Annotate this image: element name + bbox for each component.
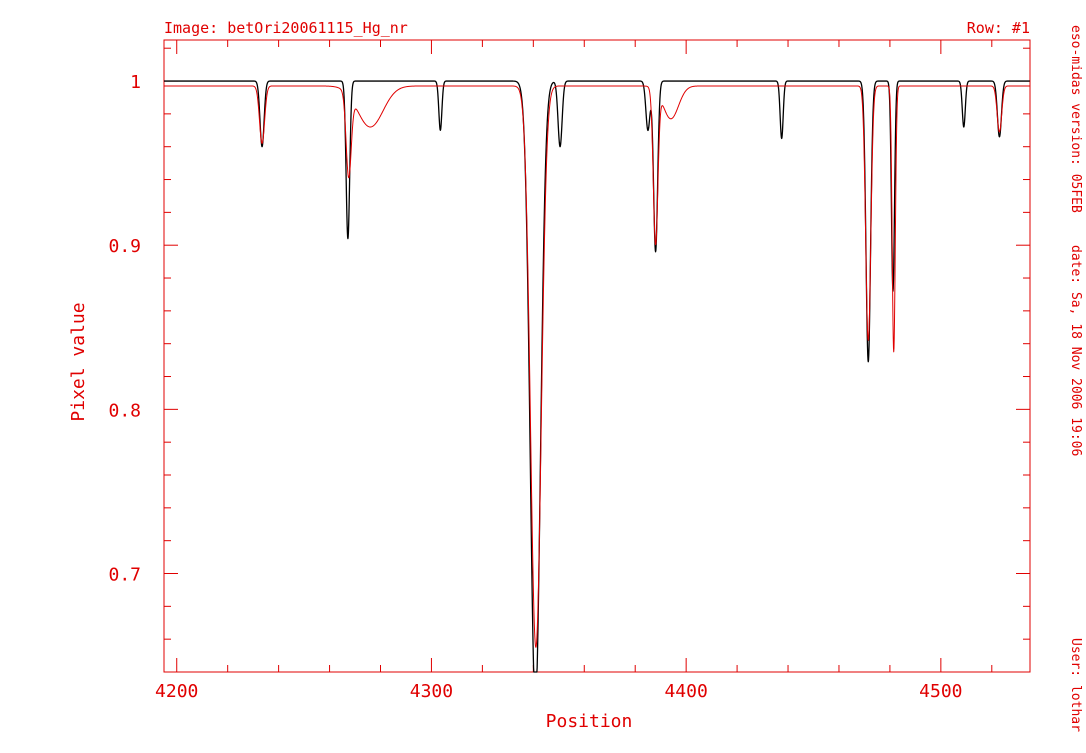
midas-version: eso-midas version: 05FEB xyxy=(1068,25,1083,213)
axis-ticks xyxy=(164,40,1030,673)
image-title: Image: betOri20061115_Hg_nr xyxy=(164,19,408,37)
series-line-red xyxy=(163,85,1030,648)
row-label: Row: #1 xyxy=(967,19,1030,37)
x-tick-label: 4500 xyxy=(919,681,962,702)
series-layer xyxy=(163,80,1031,673)
y-tick-label: 0.7 xyxy=(108,565,141,586)
y-axis-label: Pixel value xyxy=(68,302,89,421)
plot-date: date: Sa, 18 Nov 2006 19:06 xyxy=(1068,245,1083,456)
series-line-black xyxy=(163,80,1031,673)
y-tick-label: 1 xyxy=(130,72,141,93)
user-name: User: lothar xyxy=(1068,638,1083,732)
y-tick-label: 0.9 xyxy=(108,236,141,257)
x-tick-label: 4200 xyxy=(155,681,198,702)
tick-labels: 4200 4300 4400 4500 0.7 0.8 0.9 1 xyxy=(108,72,962,702)
x-tick-label: 4300 xyxy=(410,681,453,702)
y-tick-label: 0.8 xyxy=(108,400,141,421)
x-axis-label: Position xyxy=(546,711,633,732)
plot-frame xyxy=(163,39,1031,673)
x-tick-label: 4400 xyxy=(664,681,707,702)
